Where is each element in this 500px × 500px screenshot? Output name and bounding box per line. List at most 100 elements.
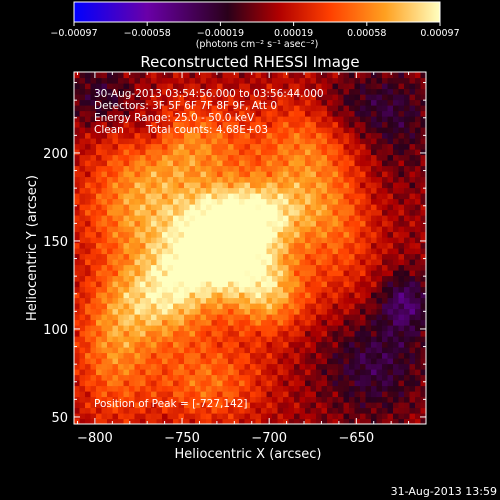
heatmap-cell	[151, 385, 158, 392]
heatmap-cell	[310, 105, 317, 112]
heatmap-cell	[200, 149, 207, 156]
heatmap-cell	[123, 132, 130, 139]
heatmap-cell	[206, 72, 213, 79]
heatmap-cell	[156, 341, 163, 348]
heatmap-cell	[162, 116, 169, 123]
heatmap-cell	[90, 209, 97, 216]
heatmap-cell	[151, 77, 158, 84]
heatmap-cell	[360, 110, 367, 117]
heatmap-cell	[393, 231, 400, 238]
heatmap-cell	[404, 341, 411, 348]
heatmap-cell	[398, 418, 405, 424]
heatmap-cell	[415, 292, 422, 299]
heatmap-cell	[167, 204, 174, 211]
heatmap-cell	[244, 198, 251, 205]
heatmap-cell	[305, 127, 312, 134]
heatmap-cell	[184, 88, 191, 95]
heatmap-cell	[409, 314, 416, 321]
heatmap-cell	[371, 281, 378, 288]
heatmap-cell	[288, 231, 295, 238]
heatmap-cell	[107, 198, 114, 205]
heatmap-cell	[156, 77, 163, 84]
heatmap-cell	[250, 358, 257, 365]
heatmap-cell	[398, 72, 405, 79]
heatmap-cell	[327, 132, 334, 139]
heatmap-cell	[404, 72, 411, 79]
heatmap-cell	[261, 264, 268, 271]
heatmap-cell	[305, 380, 312, 387]
heatmap-cell	[299, 418, 306, 424]
heatmap-cell	[74, 165, 81, 172]
heatmap-cell	[387, 105, 394, 112]
heatmap-cell	[305, 413, 312, 420]
heatmap-cell	[283, 264, 290, 271]
heatmap-cell	[90, 110, 97, 117]
heatmap-cell	[360, 281, 367, 288]
heatmap-cell	[382, 297, 389, 304]
heatmap-cell	[316, 418, 323, 424]
heatmap-cell	[332, 209, 339, 216]
heatmap-cell	[398, 204, 405, 211]
heatmap-cell	[90, 380, 97, 387]
heatmap-cell	[85, 215, 92, 222]
heatmap-cell	[327, 226, 334, 233]
heatmap-cell	[371, 143, 378, 150]
heatmap-cell	[332, 374, 339, 381]
heatmap-cell	[217, 160, 224, 167]
heatmap-cell	[206, 116, 213, 123]
heatmap-cell	[288, 248, 295, 255]
heatmap-cell	[244, 220, 251, 227]
heatmap-cell	[387, 116, 394, 123]
heatmap-cell	[288, 176, 295, 183]
heatmap-cell	[239, 341, 246, 348]
heatmap-cell	[321, 94, 328, 101]
heatmap-cell	[189, 396, 196, 403]
heatmap-cell	[189, 215, 196, 222]
heatmap-cell	[195, 220, 202, 227]
heatmap-cell	[250, 402, 257, 409]
heatmap-cell	[134, 358, 141, 365]
heatmap-cell	[288, 391, 295, 398]
heatmap-cell	[228, 336, 235, 343]
heatmap-cell	[90, 237, 97, 244]
heatmap-cell	[299, 143, 306, 150]
heatmap-cell	[189, 110, 196, 117]
heatmap-cell	[393, 292, 400, 299]
heatmap-cell	[101, 72, 108, 79]
heatmap-cell	[79, 253, 86, 260]
heatmap-cell	[162, 319, 169, 326]
heatmap-cell	[349, 352, 356, 359]
heatmap-cell	[211, 363, 218, 370]
heatmap-cell	[354, 176, 361, 183]
heatmap-cell	[134, 391, 141, 398]
heatmap-cell	[211, 132, 218, 139]
heatmap-cell	[184, 325, 191, 332]
heatmap-cell	[288, 160, 295, 167]
heatmap-cell	[250, 237, 257, 244]
heatmap-cell	[294, 220, 301, 227]
heatmap-cell	[222, 363, 229, 370]
heatmap-cell	[398, 209, 405, 216]
heatmap-cell	[283, 116, 290, 123]
heatmap-cell	[85, 154, 92, 161]
heatmap-cell	[118, 391, 125, 398]
heatmap-cell	[239, 391, 246, 398]
heatmap-cell	[371, 413, 378, 420]
heatmap-cell	[206, 319, 213, 326]
heatmap-cell	[404, 270, 411, 277]
heatmap-cell	[239, 72, 246, 79]
heatmap-cell	[96, 226, 103, 233]
heatmap-cell	[85, 121, 92, 128]
heatmap-cell	[415, 215, 422, 222]
heatmap-cell	[321, 347, 328, 354]
heatmap-cell	[387, 319, 394, 326]
heatmap-cell	[140, 308, 147, 315]
heatmap-cell	[140, 220, 147, 227]
heatmap-cell	[211, 204, 218, 211]
heatmap-cell	[376, 281, 383, 288]
heatmap-cell	[305, 160, 312, 167]
heatmap-cell	[173, 303, 180, 310]
heatmap-cell	[140, 105, 147, 112]
heatmap-cell	[228, 160, 235, 167]
heatmap-cell	[277, 248, 284, 255]
